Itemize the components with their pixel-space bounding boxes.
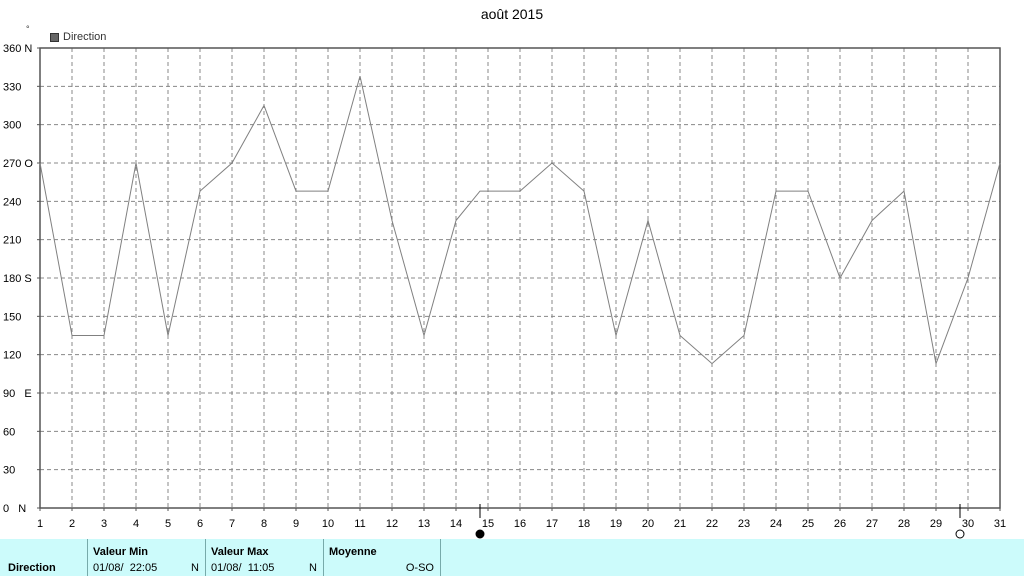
x-tick-label: 22: [706, 518, 718, 530]
x-tick-label: 5: [165, 518, 171, 530]
x-tick-label: 13: [418, 518, 430, 530]
x-tick-label: 31: [994, 518, 1006, 530]
x-axis-labels: 1 2 3 4 5 6 7 8 9 10 11 12 13 14 15 16 17 18 19 20 21 22 23 24 2…: [37, 508, 1006, 530]
stats-max-header: Valeur Max: [211, 546, 269, 558]
stats-min-dir: N: [191, 562, 199, 574]
stats-max-cell: Valeur Max 01/08/ 11:05 N: [206, 539, 324, 576]
chart-title: août 2015: [480, 6, 544, 22]
x-tick-label: 28: [898, 518, 910, 530]
y-tick-label: 90 E: [3, 388, 32, 400]
legend-label: Direction: [63, 31, 107, 43]
stats-footer: Direction Valeur Min 01/08/ 22:05 N Vale…: [0, 539, 1024, 576]
series-line-direction: [39, 75, 1001, 366]
x-tick-label: 18: [578, 518, 590, 530]
x-tick-label: 9: [293, 518, 299, 530]
moon-new-marker: [955, 529, 965, 539]
x-tick-label: 8: [261, 518, 267, 530]
stats-max-dir: N: [309, 562, 317, 574]
x-tick-label: 30: [962, 518, 974, 530]
x-tick-label: 15: [482, 518, 494, 530]
x-tick-label: 17: [546, 518, 558, 530]
y-axis-labels: 0 N 30 60 90 E 120 150 180 S 210 240 270 O 300 330 3…: [3, 43, 40, 515]
y-tick-label: 150: [3, 311, 21, 323]
moon-full-marker: [475, 529, 485, 539]
grid: [40, 48, 1000, 508]
stats-avg-value: O-SO: [405, 562, 434, 574]
stats-row-label-cell: Direction: [0, 539, 88, 576]
x-tick-label: 20: [642, 518, 654, 530]
legend: Direction: [50, 31, 106, 43]
x-tick-label: 6: [197, 518, 203, 530]
x-tick-label: 26: [834, 518, 846, 530]
x-tick-label: 3: [101, 518, 107, 530]
stats-avg-cell: Moyenne O-SO: [324, 539, 441, 576]
y-tick-label: 240: [3, 196, 21, 208]
stats-min-header: Valeur Min: [93, 546, 149, 558]
x-tick-label: 27: [866, 518, 878, 530]
y-tick-label: 360 N: [3, 43, 32, 55]
x-tick-label: 19: [610, 518, 622, 530]
x-tick-label: 4: [133, 518, 139, 530]
y-tick-label: 210: [3, 235, 21, 247]
y-tick-label: 300: [3, 120, 21, 132]
x-tick-label: 23: [738, 518, 750, 530]
stats-min-cell: Valeur Min 01/08/ 22:05 N: [88, 539, 206, 576]
y-tick-label: 0 N: [3, 503, 26, 515]
x-tick-label: 11: [354, 518, 365, 530]
y-tick-label: 330: [3, 81, 21, 93]
y-tick-label: 270 O: [3, 158, 33, 170]
stats-max-date: 01/08/ 11:05: [211, 562, 275, 574]
x-tick-label: 14: [450, 518, 462, 530]
legend-swatch: [50, 32, 59, 42]
stats-row-label: Direction: [8, 562, 56, 574]
y-tick-label: 60: [3, 426, 15, 438]
y-tick-label: 180 S: [3, 273, 32, 285]
y-tick-label: 30: [3, 465, 15, 477]
x-tick-label: 1: [37, 518, 43, 530]
x-tick-label: 7: [229, 518, 235, 530]
x-tick-label: 10: [322, 518, 334, 530]
x-tick-label: 29: [930, 518, 942, 530]
x-tick-label: 25: [802, 518, 814, 530]
x-tick-label: 21: [674, 518, 686, 530]
moon-markers: [475, 504, 965, 539]
x-tick-label: 12: [386, 518, 398, 530]
x-tick-label: 24: [770, 518, 782, 530]
stats-avg-header: Moyenne: [329, 546, 377, 558]
stats-min-date: 01/08/ 22:05: [93, 562, 158, 574]
x-tick-label: 16: [514, 518, 526, 530]
y-tick-label: 120: [3, 350, 21, 362]
degree-unit-mark: °: [26, 24, 30, 34]
x-tick-label: 2: [69, 518, 75, 530]
